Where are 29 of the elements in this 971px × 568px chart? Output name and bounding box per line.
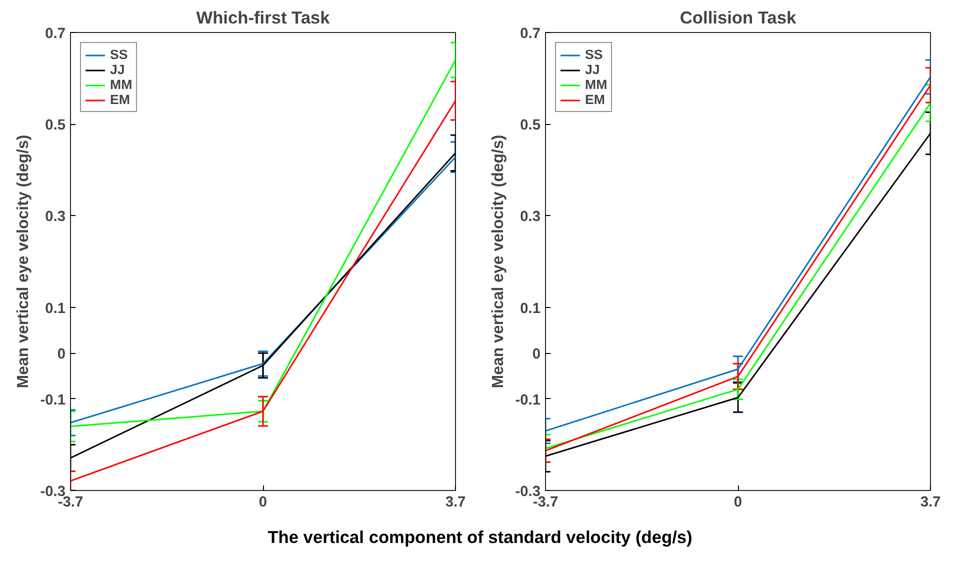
chart-title: Which-first Task <box>196 8 330 28</box>
y-tick-label: 0.5 <box>520 118 540 134</box>
y-tick-label: 0.5 <box>45 118 66 134</box>
y-tick-label: 0.1 <box>520 300 540 317</box>
y-tick-label: 0.3 <box>520 209 540 226</box>
legend-label: JJ <box>585 62 601 77</box>
y-tick-label: -0.1 <box>40 392 66 408</box>
legend-label: EM <box>585 92 605 107</box>
y-tick-label: -0.1 <box>515 392 541 408</box>
y-tick-label: 0.3 <box>45 209 66 226</box>
y-axis-title: Mean vertical eye velocity (deg/s) <box>15 134 32 388</box>
y-tick-label: 0.7 <box>45 26 66 42</box>
y-tick-label: 0 <box>57 346 66 363</box>
legend-label: JJ <box>110 62 126 77</box>
x-tick-label: 0 <box>734 494 742 510</box>
legend-label: EM <box>110 92 130 107</box>
y-tick-label: 0.7 <box>520 26 540 42</box>
x-tick-label: 3.7 <box>920 494 941 510</box>
legend-label: MM <box>585 77 608 92</box>
legend-label: SS <box>585 47 604 62</box>
y-tick-label: 0 <box>532 346 541 363</box>
y-axis-title: Mean vertical eye velocity (deg/s) <box>490 134 508 388</box>
x-axis-title: The vertical component of standard velocity (deg/s) <box>268 526 692 549</box>
x-tick-label: 3.7 <box>445 494 466 510</box>
chart-title: Collision Task <box>680 8 796 28</box>
legend-label: SS <box>110 47 129 62</box>
legend-label: MM <box>110 77 132 92</box>
y-tick-label: 0.1 <box>45 300 66 317</box>
x-tick-label: 0 <box>258 494 268 510</box>
